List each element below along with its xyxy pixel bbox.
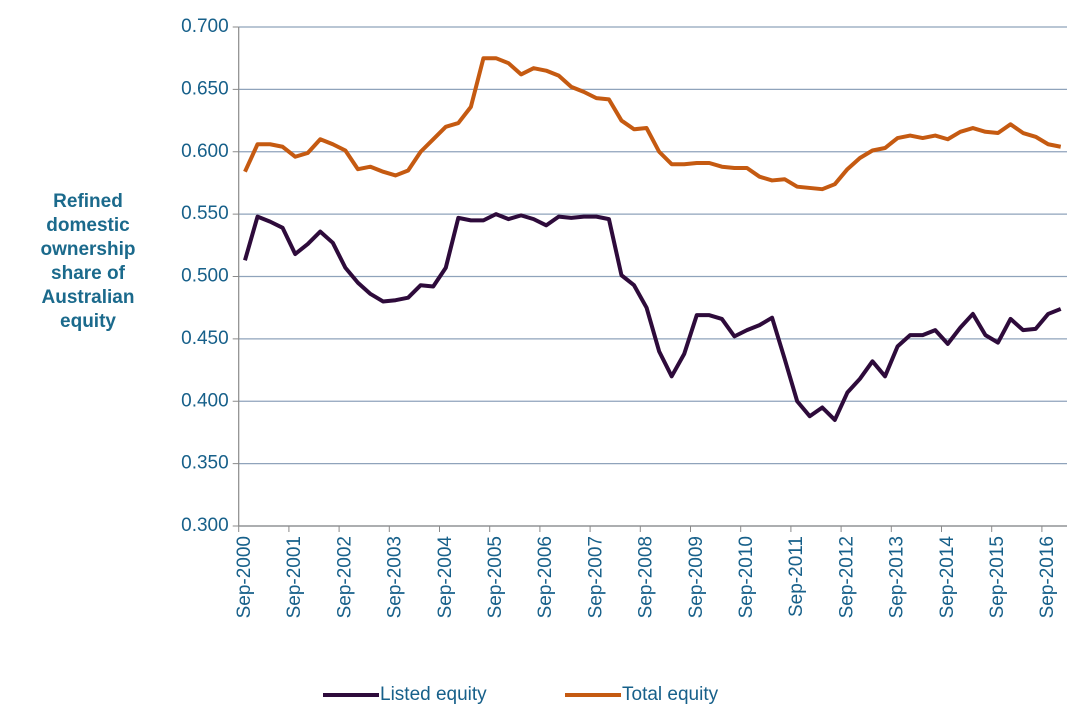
x-tick-label: Sep-2006: [535, 536, 556, 618]
line-series: [243, 56, 1062, 192]
x-tick-label: Sep-2014: [937, 536, 958, 619]
x-tick-label: Sep-2002: [334, 536, 355, 618]
y-axis-label: share of: [51, 263, 126, 284]
y-tick-label: 0.500: [181, 266, 229, 287]
legend-label: Listed equity: [380, 684, 487, 705]
x-tick-label: Sep-2013: [887, 536, 908, 618]
y-axis-label: equity: [60, 311, 116, 332]
x-tick-label: Sep-2015: [987, 536, 1008, 618]
y-tick-label: 0.550: [181, 203, 229, 224]
y-tick-label: 0.600: [181, 141, 229, 162]
x-tick-label: Sep-2008: [636, 536, 657, 618]
line-series: [243, 212, 1062, 422]
x-tick-label: Sep-2016: [1037, 536, 1058, 618]
x-tick-label: Sep-2007: [585, 536, 606, 618]
x-tick-label: Sep-2003: [385, 536, 406, 618]
x-tick-label: Sep-2005: [485, 536, 506, 618]
x-tick-label: Sep-2009: [686, 536, 707, 618]
y-axis-label: domestic: [46, 215, 130, 236]
y-tick-label: 0.350: [181, 453, 229, 474]
y-tick-label: 0.400: [181, 390, 229, 411]
x-tick-label: Sep-2004: [435, 536, 456, 619]
x-tick-label: Sep-2001: [284, 536, 305, 618]
y-tick-label: 0.450: [181, 328, 229, 349]
y-tick-label: 0.300: [181, 515, 229, 536]
y-axis-label: Refined: [53, 191, 123, 212]
x-tick-label: Sep-2011: [786, 536, 807, 617]
y-axis-label: Australian: [42, 287, 135, 308]
y-axis-label: ownership: [40, 239, 135, 260]
x-tick-label: Sep-2012: [836, 536, 857, 618]
y-tick-label: 0.650: [181, 78, 229, 99]
x-tick-label: Sep-2010: [736, 536, 757, 618]
x-tick-label: Sep-2000: [234, 536, 255, 618]
y-tick-label: 0.700: [181, 16, 229, 37]
legend-label: Total equity: [622, 684, 719, 705]
